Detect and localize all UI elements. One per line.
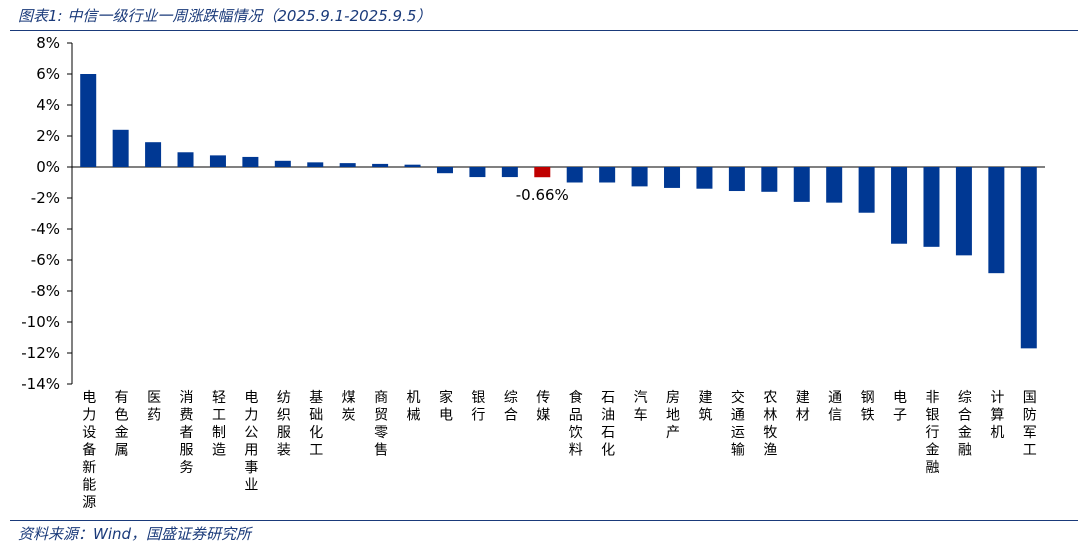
y-tick-label: -8% <box>31 282 60 300</box>
bar-17 <box>631 167 648 187</box>
data-label: -0.66% <box>516 186 569 204</box>
source-note: 资料来源：Wind，国盛证券研究所 <box>18 525 252 543</box>
category-label: 纺织服装 <box>277 390 291 459</box>
bar-8 <box>339 163 356 167</box>
category-label: 煤炭 <box>342 390 356 424</box>
category-label: 汽车 <box>634 390 648 424</box>
bar-7 <box>307 162 324 167</box>
bar-chart: 8% 6% 4% 2% 0% -2% -4% -6% -8% -10% -12% -14% 电力设备新能… <box>21 34 1045 511</box>
y-tick-label: -2% <box>31 189 60 207</box>
chart-title: 图表1: 中信一级行业一周涨跌幅情况（2025.9.1-2025.9.5） <box>18 7 432 25</box>
bar-19 <box>696 167 713 189</box>
category-label: 钢铁 <box>861 390 875 424</box>
bar-29 <box>1020 167 1037 349</box>
bar-25 <box>891 167 908 244</box>
bar-21 <box>761 167 778 192</box>
category-label: 银行 <box>471 390 485 424</box>
bar-13 <box>501 167 518 178</box>
category-label: 国防军工 <box>1023 390 1037 459</box>
category-label: 电力公用事业 <box>244 390 258 494</box>
y-tick-label: -14% <box>21 375 60 393</box>
bar-26 <box>923 167 940 247</box>
bottom-divider <box>10 520 1078 521</box>
y-tick-label: -6% <box>31 251 60 269</box>
bar-15 <box>566 167 583 183</box>
category-label: 电子 <box>893 390 907 424</box>
bar-5 <box>242 156 259 167</box>
bar-27 <box>955 167 972 256</box>
category-label: 基础化工 <box>309 389 323 459</box>
category-label: 综合金融 <box>958 390 972 459</box>
category-label: 石油石化 <box>601 390 615 459</box>
category-label: 通信 <box>828 390 842 424</box>
category-label: 食品饮料 <box>569 389 583 459</box>
bar-2 <box>145 142 162 167</box>
bar-0 <box>80 74 97 167</box>
bar-16 <box>599 167 616 183</box>
y-tick-label: 8% <box>36 34 60 52</box>
bar-18 <box>664 167 681 188</box>
bar-10 <box>404 164 421 167</box>
category-label: 电力设备新能源 <box>82 390 96 511</box>
category-label: 机械 <box>407 390 421 424</box>
y-tick-label: -4% <box>31 220 60 238</box>
bar-28 <box>988 167 1005 274</box>
category-label: 农林牧渔 <box>763 390 777 459</box>
bar-20 <box>728 167 745 192</box>
y-tick-label: 2% <box>36 127 60 145</box>
category-label: 建筑 <box>698 390 712 424</box>
bar-4 <box>209 155 226 167</box>
category-label: 传媒 <box>536 390 550 424</box>
y-tick-label: 6% <box>36 65 60 83</box>
category-label: 综合 <box>504 390 518 424</box>
y-tick-label: -12% <box>21 344 60 362</box>
category-label: 商贸零售 <box>374 390 388 459</box>
bar-22 <box>793 167 810 202</box>
bar-11 <box>436 167 453 174</box>
top-divider <box>10 30 1078 31</box>
category-label: 非银行金融 <box>925 390 939 476</box>
bar-14 <box>534 167 551 178</box>
category-label: 轻工制造 <box>212 390 226 459</box>
category-label: 消费者服务 <box>180 390 194 476</box>
category-label: 建材 <box>796 390 810 424</box>
y-tick-label: 0% <box>36 158 60 176</box>
category-label: 医药 <box>147 390 161 424</box>
bar-9 <box>372 163 389 167</box>
category-label: 家电 <box>439 389 453 424</box>
bar-6 <box>274 160 291 167</box>
bar-23 <box>826 167 843 203</box>
category-label: 计算机 <box>990 390 1004 441</box>
bar-12 <box>469 167 486 178</box>
bar-1 <box>112 129 129 167</box>
category-label: 房地产 <box>666 390 680 441</box>
bar-24 <box>858 167 875 213</box>
y-tick-label: -10% <box>21 313 60 331</box>
category-label: 交通运输 <box>731 389 745 459</box>
y-tick-label: 4% <box>36 96 60 114</box>
bar-3 <box>177 152 194 167</box>
category-label: 有色金属 <box>115 390 129 459</box>
